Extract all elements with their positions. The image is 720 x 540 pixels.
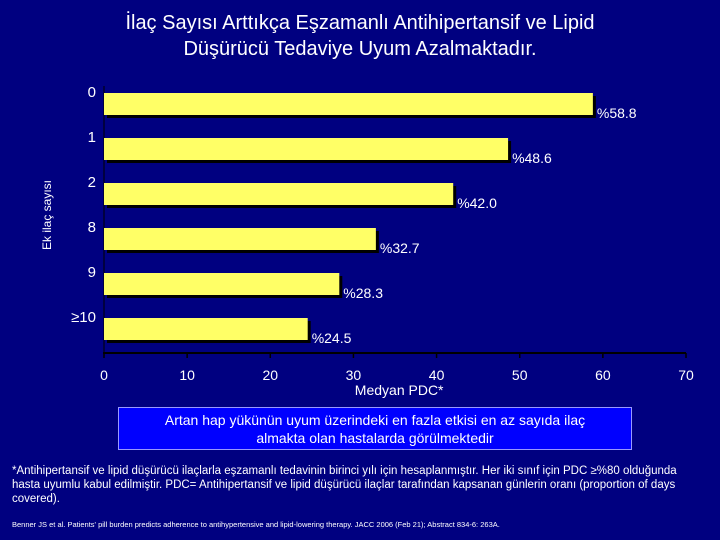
value-label-1: %48.6 <box>512 150 552 166</box>
value-label-0: %58.8 <box>597 105 637 121</box>
bar-5 <box>104 318 308 340</box>
x-tick-label-10: 10 <box>179 367 195 383</box>
title-line-1: İlaç Sayısı Arttıkça Eşzamanlı Antihiper… <box>125 12 595 34</box>
value-label-2: %42.0 <box>457 195 497 211</box>
x-tick-label-20: 20 <box>262 367 278 383</box>
slide-title: İlaç Sayısı Arttıkça Eşzamanlı Antihiper… <box>40 10 680 62</box>
bar-1 <box>104 138 509 160</box>
x-axis-title: Medyan PDC* <box>355 382 444 398</box>
x-tick-label-40: 40 <box>429 367 445 383</box>
bar-4 <box>104 273 340 295</box>
category-label-4: 9 <box>88 264 96 281</box>
value-label-4: %28.3 <box>343 285 383 301</box>
callout-line-2: almakta olan hastalarda görülmektedir <box>256 430 494 446</box>
title-line-2: Düşürücü Tedaviye Uyum Azalmaktadır. <box>183 38 537 60</box>
y-axis-title: Ek ilaç sayısı <box>40 179 54 251</box>
category-label-2: 2 <box>88 174 96 191</box>
bar-3 <box>104 228 376 250</box>
category-label-1: 1 <box>88 129 96 146</box>
bar-chart: 0 10 20 30 40 50 60 70 Medyan PDC* 0 %58.8 1 %48.6 2%… <box>71 84 694 398</box>
x-tick-label-0: 0 <box>100 367 108 383</box>
x-tick-label-60: 60 <box>595 367 611 383</box>
x-tick-label-70: 70 <box>678 367 694 383</box>
x-tick-label-30: 30 <box>346 367 362 383</box>
reference: Benner JS et al. Patients' pill burden p… <box>12 520 500 529</box>
value-label-3: %32.7 <box>380 240 420 256</box>
x-tick-label-50: 50 <box>512 367 528 383</box>
value-label-5: %24.5 <box>312 330 352 346</box>
footnote: *Antihipertansif ve lipid düşürücü ilaçl… <box>12 465 677 505</box>
conclusion-callout: Artan hap yükünün uyum üzerindeki en faz… <box>118 407 632 450</box>
bar-2 <box>104 183 454 205</box>
bar-0 <box>104 93 593 115</box>
callout-line-1: Artan hap yükünün uyum üzerindeki en faz… <box>164 412 586 428</box>
category-label-0: 0 <box>88 84 96 101</box>
category-label-5: ≥10 <box>71 309 96 326</box>
category-label-3: 8 <box>88 219 96 236</box>
